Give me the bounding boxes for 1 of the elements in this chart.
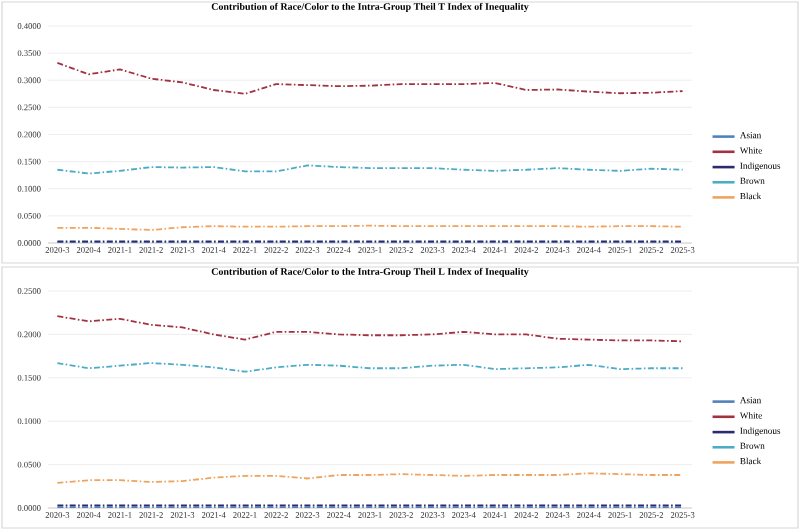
line-series (56, 315, 684, 343)
